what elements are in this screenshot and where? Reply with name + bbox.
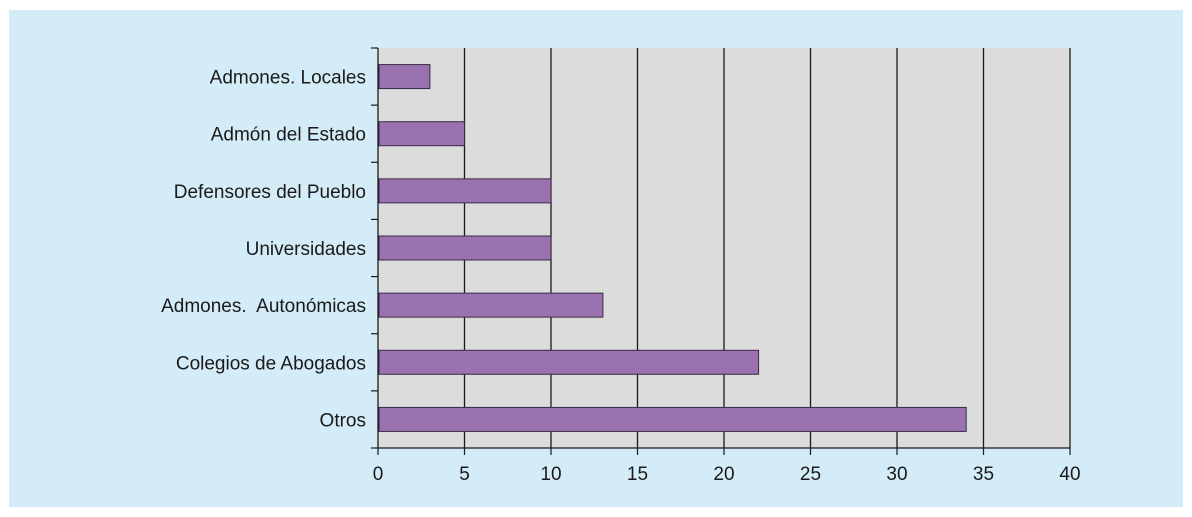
- x-tick-label: 25: [800, 464, 821, 485]
- x-tick-label: 10: [540, 464, 561, 485]
- x-tick-label: 20: [713, 464, 734, 485]
- category-labels: Admones. Locales Admón del Estado Defensor…: [161, 68, 366, 432]
- x-tick-label: 0: [373, 464, 384, 485]
- bar: [378, 64, 431, 90]
- bar: [378, 235, 552, 261]
- category-label: Admones. Locales: [210, 68, 366, 89]
- category-label: Otros: [320, 410, 366, 431]
- x-tick-labels: 0 5 10 15 20 25 30 35 40: [373, 464, 1081, 485]
- category-label: Admón del Estado: [211, 125, 366, 146]
- x-tick-label: 30: [886, 464, 907, 485]
- category-label: Admones. Autonómicas: [161, 296, 366, 317]
- category-label: Defensores del Pueblo: [174, 182, 366, 203]
- category-label: Colegios de Abogados: [176, 353, 366, 374]
- bar: [378, 406, 967, 432]
- bar: [378, 292, 604, 318]
- bar: [378, 349, 760, 375]
- x-tick-label: 35: [973, 464, 994, 485]
- axes: [371, 47, 1071, 455]
- x-tick-label: 15: [627, 464, 648, 485]
- category-label: Universidades: [246, 239, 366, 260]
- bar: [378, 121, 465, 147]
- x-tick-label: 5: [459, 464, 470, 485]
- bars: [378, 64, 967, 432]
- grid-lines: [463, 48, 1071, 448]
- x-tick-label: 40: [1059, 464, 1080, 485]
- bar: [378, 178, 552, 204]
